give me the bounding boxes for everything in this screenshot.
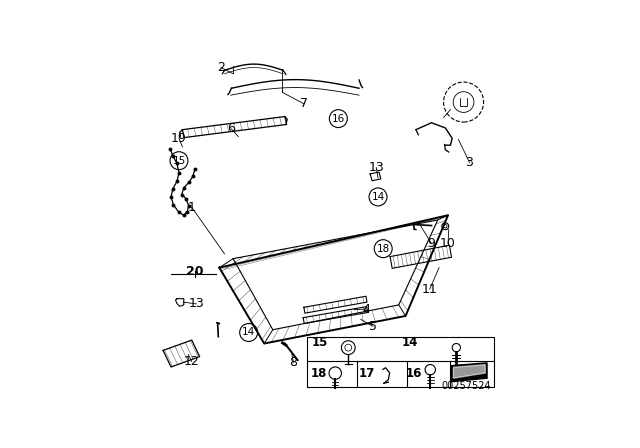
Text: 15: 15: [312, 336, 328, 349]
Text: 13: 13: [369, 161, 384, 174]
Polygon shape: [453, 365, 485, 378]
Text: 12: 12: [184, 355, 200, 368]
Text: 18: 18: [376, 244, 390, 254]
Text: 9: 9: [428, 237, 435, 250]
Text: 8: 8: [289, 356, 298, 369]
Text: 16: 16: [405, 367, 422, 380]
Text: 7: 7: [300, 97, 308, 110]
Text: 16: 16: [332, 114, 345, 124]
Text: 14: 14: [401, 336, 418, 349]
Text: 14: 14: [242, 327, 255, 337]
Text: 1: 1: [188, 201, 196, 214]
Text: 4: 4: [362, 302, 370, 315]
Text: 15: 15: [172, 156, 186, 166]
Bar: [307, 336, 493, 387]
Text: 18: 18: [310, 367, 326, 380]
Text: 14: 14: [371, 192, 385, 202]
Text: 20: 20: [186, 265, 204, 278]
Text: 10: 10: [440, 237, 456, 250]
Text: 2: 2: [217, 61, 225, 74]
Text: 11: 11: [422, 283, 438, 296]
Text: 3: 3: [465, 156, 474, 169]
Text: 5: 5: [369, 320, 377, 333]
Text: 00257524: 00257524: [441, 381, 491, 391]
Text: 17: 17: [359, 367, 375, 380]
Text: 6: 6: [227, 122, 236, 135]
Text: 13: 13: [188, 297, 204, 310]
Polygon shape: [452, 363, 487, 382]
Text: 19: 19: [171, 132, 187, 145]
